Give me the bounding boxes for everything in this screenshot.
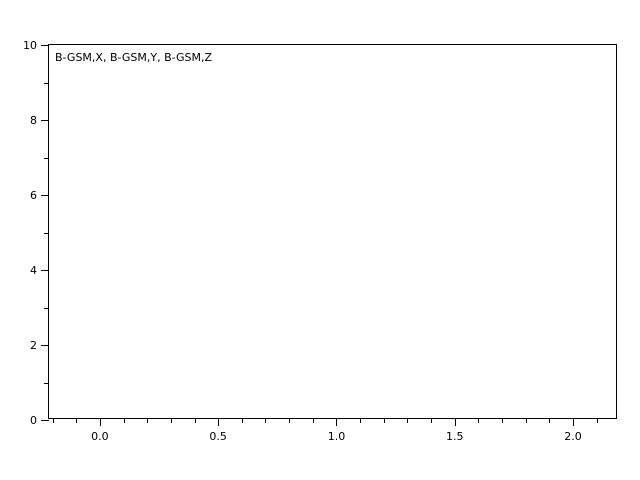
y-axis-tick-label: 6 <box>30 189 37 202</box>
x-axis-major-tick <box>218 418 220 426</box>
x-axis-minor-tick <box>407 418 409 423</box>
x-axis-minor-tick <box>76 418 78 423</box>
plot-frame: B-GSM,X, B-GSM,Y, B-GSM,Z 0 2 4 6 8 10 0.0 0.5… <box>23 40 617 442</box>
x-axis-tick-label: 0.5 <box>209 430 227 443</box>
x-axis-tick-label: 2.0 <box>564 430 582 443</box>
y-axis-minor-tick <box>44 307 49 309</box>
x-axis-tick-label: 0.0 <box>91 430 109 443</box>
x-axis-minor-tick <box>431 418 433 423</box>
x-axis-minor-tick <box>52 418 54 423</box>
y-axis-minor-tick <box>44 157 49 159</box>
x-axis-major-tick <box>573 418 575 426</box>
y-axis-major-tick <box>41 345 49 346</box>
x-axis-minor-tick <box>502 418 504 423</box>
x-axis-minor-tick <box>265 418 267 423</box>
y-axis-major-tick <box>41 45 49 46</box>
plot-area: B-GSM,X, B-GSM,Y, B-GSM,Z <box>49 45 616 418</box>
y-axis-tick-label: 8 <box>30 114 37 127</box>
x-axis-minor-tick <box>123 418 125 423</box>
x-axis-minor-tick <box>312 418 314 423</box>
x-axis-minor-tick <box>147 418 149 423</box>
x-axis-minor-tick <box>478 418 480 423</box>
x-axis-tick-label: 1.0 <box>327 430 346 443</box>
x-axis-minor-tick <box>289 418 291 423</box>
x-axis-minor-tick <box>596 418 598 423</box>
y-axis-major-tick <box>41 420 49 421</box>
y-axis-minor-tick <box>44 82 49 84</box>
y-axis-minor-tick <box>44 382 49 384</box>
x-axis-minor-tick <box>170 418 172 423</box>
series-legend-label: B-GSM,X, B-GSM,Y, B-GSM,Z <box>55 51 213 64</box>
x-axis-tick-label: 1.5 <box>446 430 464 443</box>
y-axis-major-tick <box>41 270 49 271</box>
y-axis-major-tick <box>41 195 49 196</box>
x-axis-minor-tick <box>525 418 527 423</box>
y-axis-tick-label: 2 <box>30 339 37 352</box>
y-axis-tick-label: 4 <box>30 264 37 277</box>
x-axis-minor-tick <box>549 418 551 423</box>
x-axis-major-tick <box>454 418 456 426</box>
x-axis-major-tick <box>99 418 101 426</box>
y-axis-tick-label: 10 <box>23 39 37 52</box>
x-axis-minor-tick <box>360 418 362 423</box>
y-axis-tick-label: 0 <box>30 414 37 427</box>
x-axis-minor-tick <box>241 418 243 423</box>
x-axis-minor-tick <box>194 418 196 423</box>
x-axis-minor-tick <box>383 418 385 423</box>
y-axis-minor-tick <box>44 232 49 234</box>
y-axis-major-tick <box>41 120 49 121</box>
x-axis-major-tick <box>336 418 338 426</box>
